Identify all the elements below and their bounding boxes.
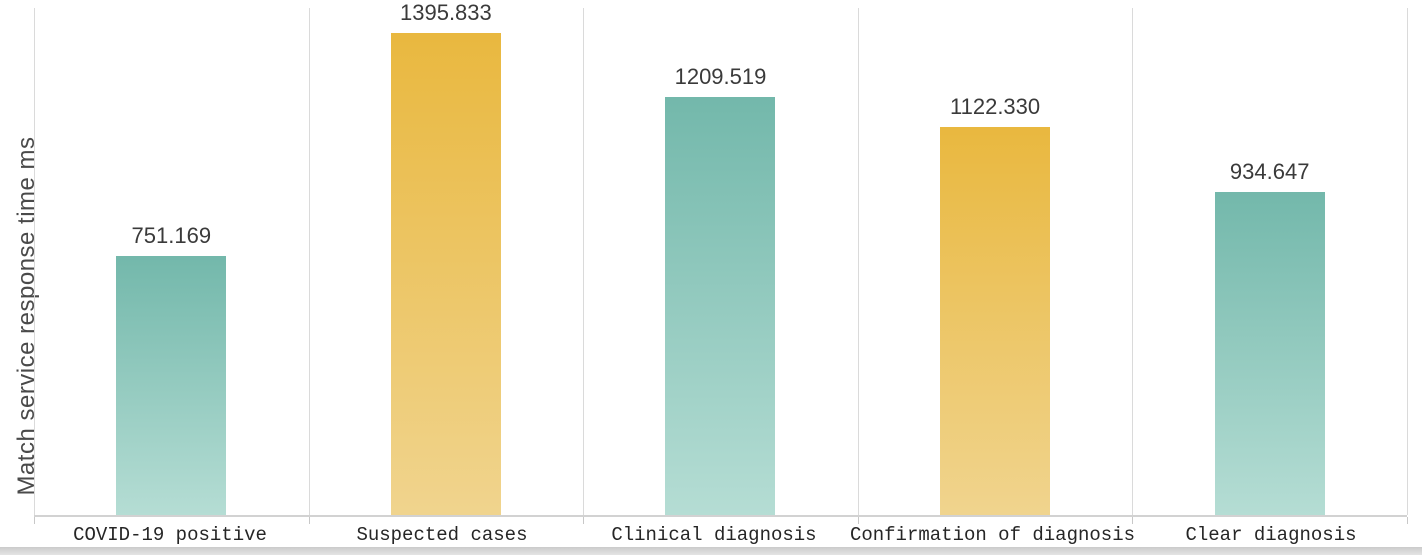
- x-axis-labels: COVID-19 positive Suspected cases Clinical…: [34, 521, 1407, 546]
- bar-value-label: 934.647: [1229, 159, 1310, 185]
- category-label-clinical-diagnosis: Clinical diagnosis: [611, 524, 817, 546]
- axis-tick: [857, 517, 859, 524]
- category-label-clear-diagnosis: Clear diagnosis: [1185, 524, 1357, 546]
- gridline: [1407, 8, 1408, 515]
- bar-value-label: 751.169: [131, 222, 212, 248]
- bar-value-label: 1122.330: [950, 94, 1041, 120]
- category-cell: 751.169: [34, 0, 309, 515]
- bar-value-label: 1209.519: [674, 64, 767, 90]
- bar-covid-19-positive: [116, 255, 227, 515]
- gridline: [583, 8, 585, 515]
- bar-suspected-cases: [390, 32, 501, 515]
- category-cell: 1395.833: [309, 0, 584, 515]
- gridline: [34, 8, 35, 515]
- category-label-suspected-cases: Suspected cases: [356, 524, 528, 546]
- category-cell: 1122.330: [858, 0, 1133, 515]
- axis-tick: [34, 517, 35, 524]
- category-cell: 934.647: [1132, 0, 1407, 515]
- bar-confirmation-of-diagnosis: [940, 127, 1051, 515]
- gridline: [308, 8, 310, 515]
- window-bottom-edge: [0, 547, 1422, 555]
- x-axis-line: [34, 515, 1408, 524]
- gridline: [857, 8, 859, 515]
- category-label-covid-19-positive: COVID-19 positive: [73, 524, 267, 546]
- axis-tick: [1407, 517, 1408, 524]
- gridline: [1132, 8, 1134, 515]
- axis-tick: [1132, 517, 1134, 524]
- bar-clinical-diagnosis: [665, 97, 776, 515]
- category-cell: 1209.519: [583, 0, 858, 515]
- category-label-confirmation-of-diagnosis: Confirmation of diagnosis: [849, 524, 1135, 546]
- axis-tick: [583, 517, 585, 524]
- bar-clear-diagnosis: [1214, 192, 1325, 515]
- plot-area: 751.169 1395.833 1209.519 1122.330 934.647: [34, 0, 1408, 515]
- bar-value-label: 1395.833: [400, 0, 492, 25]
- axis-tick: [308, 517, 310, 524]
